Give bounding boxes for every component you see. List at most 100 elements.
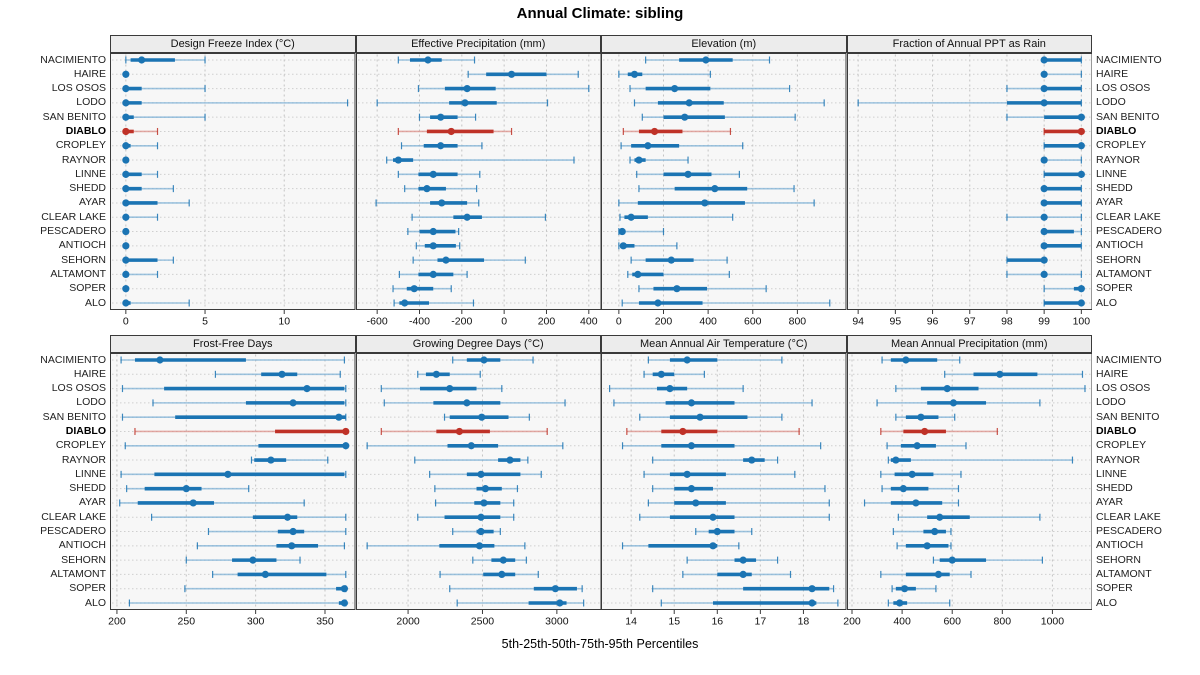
percentile-row-pescadero xyxy=(122,227,130,236)
site-label-left-pescadero: PESCADERO xyxy=(40,525,106,538)
site-label-left-raynor: RAYNOR xyxy=(61,153,106,166)
site-label-left-lodo: LODO xyxy=(76,396,106,409)
site-label-left-soper: SOPER xyxy=(69,582,106,595)
percentile-row-san-benito xyxy=(641,113,796,121)
svg-text:99: 99 xyxy=(1038,316,1050,328)
site-label-right-soper: SOPER xyxy=(1096,582,1133,595)
percentile-row-linne xyxy=(428,470,542,478)
site-label-right-antioch: ANTIOCH xyxy=(1096,239,1144,252)
percentile-row-shedd xyxy=(403,185,477,193)
percentile-row-clear-lake xyxy=(410,213,546,221)
percentile-row-pescadero xyxy=(618,227,665,236)
percentile-row-linne xyxy=(122,170,159,178)
percentile-row-nacimiento xyxy=(647,356,783,364)
site-label-right-cropley: CROPLEY xyxy=(1096,139,1147,152)
percentile-row-soper xyxy=(1043,285,1085,293)
percentile-row-altamont xyxy=(682,570,792,579)
percentile-row-soper xyxy=(652,585,835,593)
svg-text:5: 5 xyxy=(202,316,208,328)
site-label-right-san-benito: SAN BENITO xyxy=(1096,110,1160,123)
percentile-row-haire xyxy=(214,370,341,378)
percentile-row-ayar xyxy=(375,199,479,207)
percentile-row-clear-lake xyxy=(151,513,347,521)
percentile-row-san-benito xyxy=(121,413,347,421)
panel-plot-5 xyxy=(110,353,356,610)
site-label-left-shedd: SHEDD xyxy=(69,182,106,195)
svg-text:2500: 2500 xyxy=(470,616,494,628)
percentile-row-cropley xyxy=(400,142,483,150)
site-label-right-los-osos: LOS OSOS xyxy=(1096,382,1151,395)
percentile-row-clear-lake xyxy=(122,213,159,221)
panel-strip-4: Fraction of Annual PPT as Rain xyxy=(846,35,1092,53)
panel-plot-4 xyxy=(846,53,1092,310)
svg-text:800: 800 xyxy=(993,616,1011,628)
percentile-row-cropley xyxy=(122,142,159,150)
panel-axis-2: -600 -400 -200 0 200 400 xyxy=(366,310,598,328)
percentile-row-ayar xyxy=(122,199,190,207)
svg-text:0: 0 xyxy=(123,316,129,328)
svg-text:-400: -400 xyxy=(408,316,429,328)
percentile-row-sehorn xyxy=(122,256,174,264)
svg-text:97: 97 xyxy=(963,316,975,328)
percentile-row-alo xyxy=(887,599,950,607)
site-label-right-sehorn: SEHORN xyxy=(1096,553,1141,566)
panel-plot-2 xyxy=(355,53,601,310)
site-label-left-cropley: CROPLEY xyxy=(55,139,106,152)
percentile-row-lodo xyxy=(613,399,813,407)
percentile-row-alo xyxy=(122,299,190,307)
panel-axis-3: 0 200 400 600 800 xyxy=(616,310,807,328)
percentile-row-lodo xyxy=(383,399,566,407)
site-label-right-ayar: AYAR xyxy=(1096,196,1124,209)
percentile-row-soper xyxy=(638,285,767,293)
percentile-row-clear-lake xyxy=(1005,213,1082,221)
percentile-row-soper xyxy=(391,285,452,293)
percentile-row-sehorn xyxy=(630,256,728,264)
site-label-right-haire: HAIRE xyxy=(1096,367,1129,380)
percentile-row-nacimiento xyxy=(120,356,346,364)
percentile-row-alo xyxy=(621,299,831,307)
percentile-row-haire xyxy=(643,370,705,378)
percentile-row-ayar xyxy=(863,499,959,507)
panel-axis-5: 200 250 300 350 xyxy=(108,610,334,628)
site-label-left-antioch: ANTIOCH xyxy=(58,239,106,252)
panel-plot-6 xyxy=(355,353,601,610)
svg-text:350: 350 xyxy=(316,616,334,628)
svg-text:1000: 1000 xyxy=(1040,616,1064,628)
percentile-row-diablo xyxy=(626,427,800,436)
percentile-row-raynor xyxy=(122,156,130,164)
percentile-row-los-osos xyxy=(1005,84,1082,93)
percentile-caption: 5th-25th-50th-75th-95th Percentiles xyxy=(501,637,699,651)
percentile-row-raynor xyxy=(1040,156,1082,164)
percentile-row-linne xyxy=(643,470,796,478)
percentile-row-clear-lake xyxy=(897,513,1040,521)
svg-text:600: 600 xyxy=(744,316,762,328)
panel-axis-8: 200 400 600 800 1000 xyxy=(843,610,1064,628)
site-label-left-diablo: DIABLO xyxy=(65,124,106,137)
site-label-right-haire: HAIRE xyxy=(1096,67,1129,80)
svg-text:250: 250 xyxy=(178,616,196,628)
site-label-left-diablo: DIABLO xyxy=(65,424,106,437)
percentile-row-antioch xyxy=(196,542,346,550)
svg-text:600: 600 xyxy=(943,616,961,628)
site-label-right-pescadero: PESCADERO xyxy=(1096,525,1162,538)
panel-strip-7: Mean Annual Air Temperature (°C) xyxy=(601,335,847,353)
panel-plot-3 xyxy=(601,53,847,310)
svg-text:16: 16 xyxy=(711,616,723,628)
svg-text:400: 400 xyxy=(580,316,598,328)
percentile-row-lodo xyxy=(152,399,347,407)
site-label-left-clear-lake: CLEAR LAKE xyxy=(41,510,106,523)
percentile-row-pescadero xyxy=(892,527,952,536)
chart-title: Annual Climate: sibling xyxy=(516,5,684,22)
percentile-row-cropley xyxy=(885,442,967,450)
percentile-row-altamont xyxy=(438,570,539,579)
percentile-row-nacimiento xyxy=(397,56,475,64)
percentile-row-ayar xyxy=(434,499,514,507)
percentile-row-san-benito xyxy=(1005,113,1085,121)
percentile-row-diablo xyxy=(134,427,350,436)
site-label-left-cropley: CROPLEY xyxy=(55,439,106,452)
svg-text:800: 800 xyxy=(789,316,807,328)
percentile-row-haire xyxy=(416,370,481,378)
svg-text:2000: 2000 xyxy=(396,616,420,628)
svg-text:400: 400 xyxy=(699,316,717,328)
percentile-row-raynor xyxy=(887,456,1073,464)
